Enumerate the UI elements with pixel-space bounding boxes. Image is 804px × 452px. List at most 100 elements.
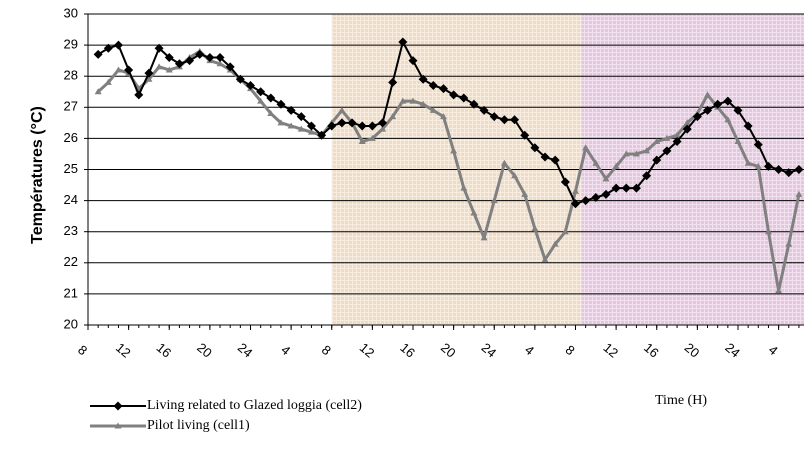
data-point [134,90,144,100]
data-point [581,196,591,206]
data-point [469,99,479,109]
data-point [205,53,215,63]
data-point [185,56,195,66]
x-tick-label: 20 [682,340,703,361]
x-tick-label: 8 [563,342,578,358]
data-point [165,66,173,73]
data-point [94,88,102,95]
data-point [795,190,803,197]
data-point [367,121,377,131]
data-point [124,65,134,75]
data-point [550,155,560,165]
data-point [704,91,712,98]
data-point [560,177,570,187]
data-point [113,40,123,50]
legend-label: Living related to Glazed loggia (cell2) [147,398,362,413]
y-tick-label: 28 [64,68,78,83]
series-line [97,49,801,293]
data-point [235,74,245,84]
x-tick-label: 24 [235,340,256,361]
x-axis-title: Time (H) [655,393,707,408]
data-point [257,97,265,104]
y-tick-label: 21 [64,285,78,300]
x-tick-label: 4 [278,342,293,358]
data-point [307,128,315,135]
x-tick-label: 24 [479,340,500,361]
data-point [724,116,732,123]
x-tick-label: 8 [75,342,90,358]
data-point [398,37,408,47]
data-point [531,225,539,232]
data-point [388,77,398,87]
data-point [174,59,184,69]
data-point [682,124,692,134]
data-point [154,43,164,53]
legend-marker [114,422,122,429]
data-point [297,125,305,132]
data-point [306,121,316,131]
data-point [763,161,773,171]
data-point [663,134,671,141]
x-tick-label: 24 [722,340,743,361]
data-point [673,131,681,138]
data-point [327,121,337,131]
data-point [338,106,346,113]
data-point [287,122,295,129]
data-point [439,113,447,120]
data-point [622,150,630,157]
data-point [409,97,417,104]
x-tick-label: 12 [600,340,621,361]
x-tick-label: 16 [641,340,662,361]
data-point [460,184,468,191]
x-title-box [650,388,762,438]
data-point [764,228,772,235]
data-point [245,81,255,91]
data-point [652,155,662,165]
data-point [459,93,469,103]
data-point [662,146,672,156]
y-tick-label: 24 [64,192,78,207]
y-axis-title: Températures (°C) [29,106,46,244]
legend-marker [113,401,123,411]
data-point [785,240,793,247]
data-point [520,130,530,140]
data-point [450,147,458,154]
x-tick-label: 20 [438,340,459,361]
y-tick-label: 20 [64,316,78,331]
data-point [358,138,366,145]
data-point [357,121,367,131]
data-point [145,75,153,82]
data-point [592,159,600,166]
data-point [225,62,235,72]
data-point [733,105,743,115]
data-point [144,68,154,78]
data-point [754,162,762,169]
data-point [642,171,652,181]
data-point [570,199,580,209]
data-point [631,183,641,193]
data-point [428,81,438,91]
y-tick-label: 26 [64,130,78,145]
data-point [713,99,723,109]
data-point [347,118,357,128]
data-point [479,105,489,115]
data-point [643,147,651,154]
data-point [632,150,640,157]
data-point [734,138,742,145]
x-tick-label: 12 [357,340,378,361]
x-tick-label: 4 [522,342,537,358]
data-point [582,144,590,151]
data-point [510,115,520,125]
x-tick-label: 4 [766,342,781,358]
data-point [470,209,478,216]
x-tick-label: 16 [154,340,175,361]
data-point [723,96,733,106]
y-tick-label: 29 [64,37,78,52]
data-point [276,99,286,109]
data-point [215,53,225,63]
y-tick-label: 30 [64,5,78,20]
data-point [540,152,550,162]
data-point [195,49,205,59]
series-line [97,40,800,205]
y-tick-label: 23 [64,223,78,238]
